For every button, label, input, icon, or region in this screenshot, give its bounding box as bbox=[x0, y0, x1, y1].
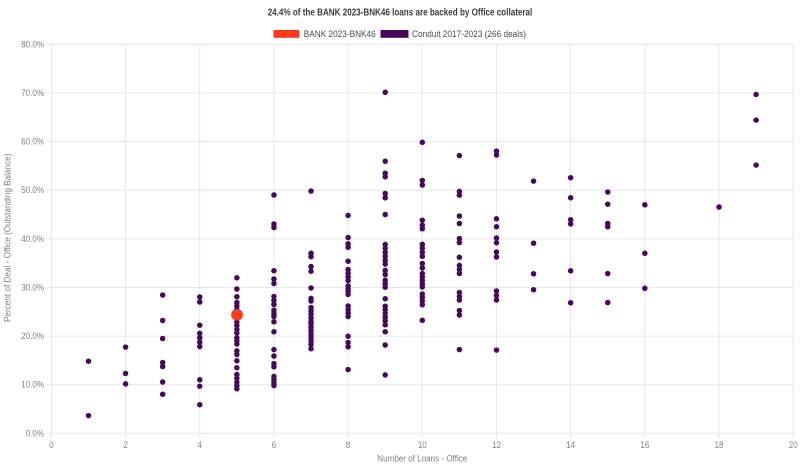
svg-text:0.0%: 0.0% bbox=[26, 427, 44, 438]
svg-text:16: 16 bbox=[640, 439, 649, 450]
svg-text:4: 4 bbox=[198, 439, 202, 450]
svg-text:Number of Loans - Office: Number of Loans - Office bbox=[377, 453, 467, 464]
svg-text:10: 10 bbox=[418, 439, 427, 450]
svg-text:40.0%: 40.0% bbox=[21, 233, 44, 244]
svg-text:20: 20 bbox=[789, 439, 798, 450]
svg-text:18: 18 bbox=[715, 439, 724, 450]
svg-text:30.0%: 30.0% bbox=[21, 281, 44, 292]
svg-text:Conduit 2017-2023 (266 deals): Conduit 2017-2023 (266 deals) bbox=[412, 29, 526, 40]
svg-text:70.0%: 70.0% bbox=[21, 87, 44, 98]
svg-text:6: 6 bbox=[272, 439, 276, 450]
svg-text:14: 14 bbox=[566, 439, 575, 450]
svg-text:Percent of Deal - Office (Outs: Percent of Deal - Office (Outstanding Ba… bbox=[2, 154, 13, 323]
svg-text:24.4% of the BANK 2023-BNK46 l: 24.4% of the BANK 2023-BNK46 loans are b… bbox=[268, 7, 533, 18]
svg-text:20.0%: 20.0% bbox=[21, 330, 44, 341]
svg-text:80.0%: 80.0% bbox=[21, 38, 44, 49]
svg-text:2: 2 bbox=[123, 439, 127, 450]
svg-text:0: 0 bbox=[49, 439, 53, 450]
svg-text:10.0%: 10.0% bbox=[21, 379, 44, 390]
svg-text:60.0%: 60.0% bbox=[21, 136, 44, 147]
svg-text:50.0%: 50.0% bbox=[21, 184, 44, 195]
svg-text:8: 8 bbox=[346, 439, 350, 450]
svg-text:12: 12 bbox=[492, 439, 501, 450]
svg-text:BANK 2023-BNK46: BANK 2023-BNK46 bbox=[304, 29, 376, 40]
